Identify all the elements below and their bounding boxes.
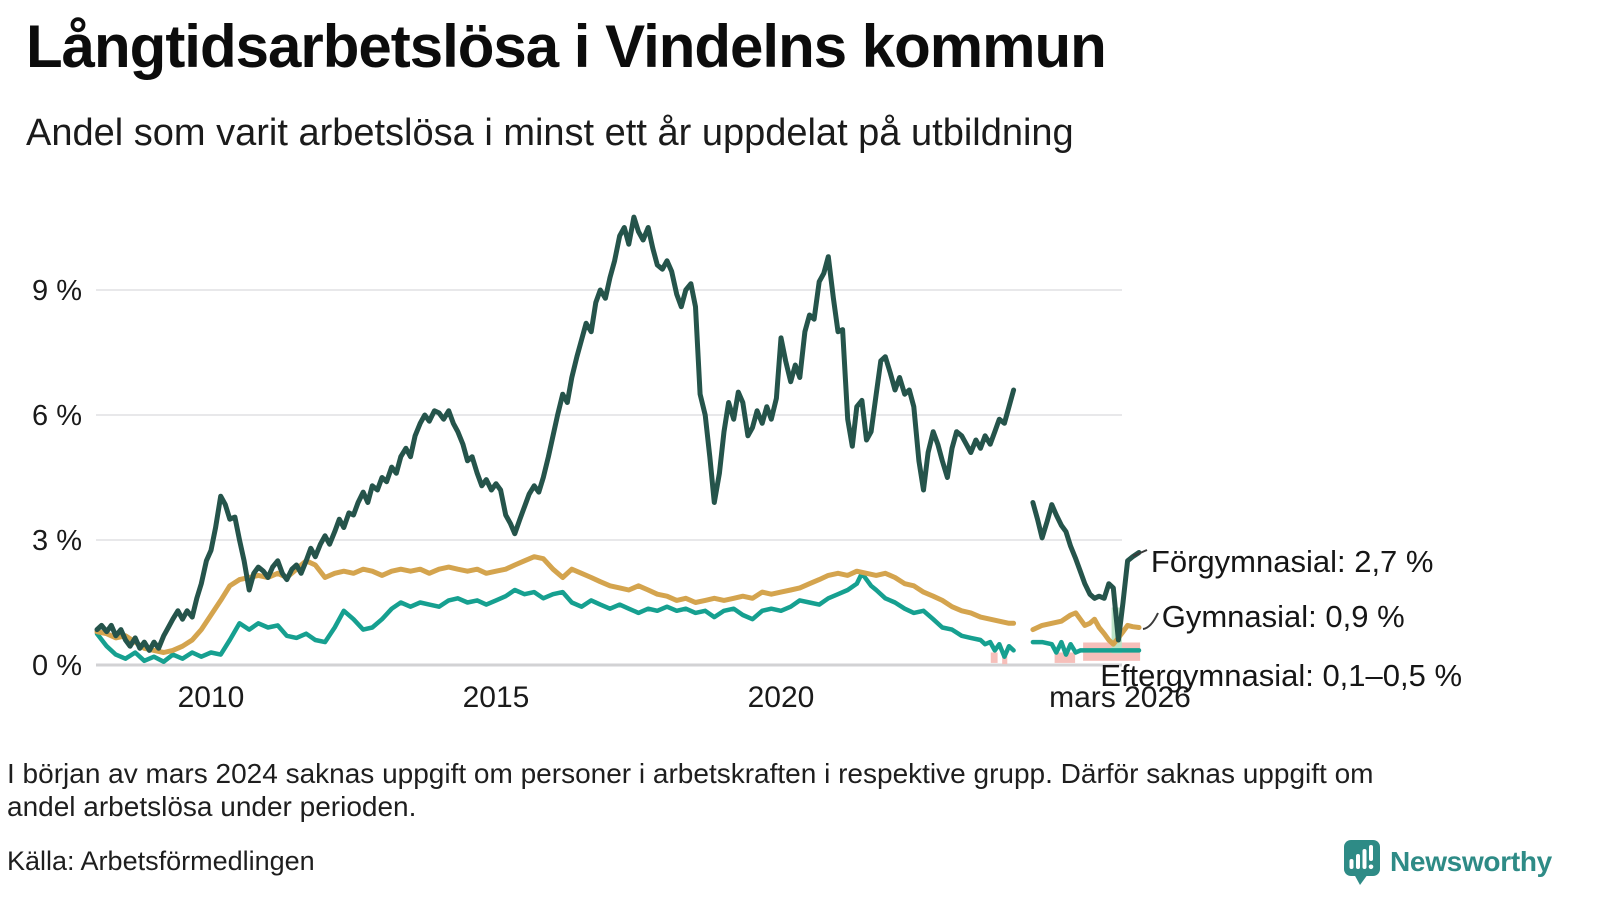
- page-title: Långtidsarbetslösa i Vindelns kommun: [26, 13, 1107, 80]
- y-tick-label-3: 3 %: [32, 525, 82, 557]
- x-tick-label-2015: 2015: [463, 681, 530, 714]
- y-tick-label-9: 9 %: [32, 275, 82, 307]
- footnote-line-2: andel arbetslösa under perioden.: [7, 791, 417, 822]
- newsworthy-bubble-chart-icon: [1344, 840, 1380, 885]
- series-line-eftergymnasial-0: [94, 571, 1016, 664]
- gymnasial-label-connector: [1142, 612, 1159, 630]
- page-subtitle: Andel som varit arbetslösa i minst ett å…: [26, 112, 1074, 154]
- x-tick-label-2010: 2010: [178, 681, 245, 714]
- newsworthy-logo: Newsworthy: [1342, 838, 1552, 886]
- y-tick-label-6: 6 %: [32, 400, 82, 432]
- footnote-line-1: I början av mars 2024 saknas uppgift om …: [7, 758, 1374, 789]
- x-tick-label-mars-2026: mars 2026: [1049, 681, 1191, 714]
- eftergymnasial-uncertainty-sliver-2: [1002, 655, 1008, 665]
- series-end-label-2: Eftergymnasial: 0,1–0,5 %: [1100, 658, 1462, 693]
- x-tick-label-2020: 2020: [748, 681, 815, 714]
- newsworthy-wordmark: Newsworthy: [1390, 846, 1552, 877]
- source-label: Källa: Arbetsförmedlingen: [7, 846, 315, 876]
- series-end-label-1: Gymnasial: 0,9 %: [1162, 599, 1405, 634]
- series-line-förgymnasial-0: [94, 214, 1017, 653]
- series-line-gymnasial-1: [1030, 610, 1142, 647]
- forgymnasial-label-connector: [1132, 549, 1148, 557]
- footnote: I början av mars 2024 saknas uppgift om …: [7, 757, 1547, 823]
- eftergymnasial-uncertainty-sliver-3: [1054, 652, 1076, 663]
- series-line-gymnasial-0: [94, 554, 1017, 655]
- series-line-eftergymnasial-1: [1030, 639, 1142, 657]
- eftergymnasial-uncertainty-sliver-1: [990, 652, 998, 663]
- series-line-förgymnasial-1: [1030, 500, 1142, 643]
- series-end-label-0: Förgymnasial: 2,7 %: [1151, 544, 1434, 579]
- y-tick-label-0: 0 %: [32, 650, 82, 682]
